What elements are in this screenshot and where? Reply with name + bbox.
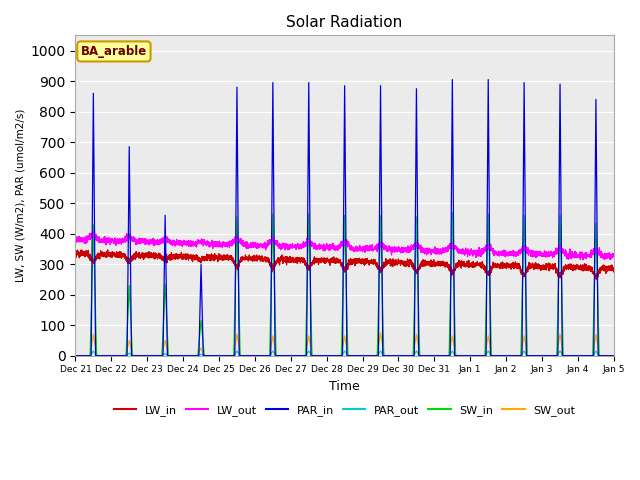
- SW_in: [496, 353, 504, 359]
- PAR_out: [168, 353, 176, 359]
- SW_out: [609, 353, 617, 359]
- PAR_in: [435, 353, 443, 359]
- Line: PAR_in: PAR_in: [76, 80, 614, 356]
- LW_out: [496, 249, 504, 255]
- LW_out: [609, 251, 617, 256]
- PAR_in: [610, 353, 618, 359]
- LW_out: [579, 257, 587, 263]
- SW_in: [465, 353, 473, 359]
- SW_in: [435, 353, 443, 359]
- LW_in: [72, 252, 79, 258]
- SW_out: [496, 353, 504, 359]
- LW_out: [610, 252, 618, 258]
- PAR_in: [324, 353, 332, 359]
- LW_out: [465, 248, 473, 254]
- PAR_out: [436, 353, 444, 359]
- SW_out: [610, 353, 618, 359]
- SW_in: [324, 353, 332, 359]
- LW_in: [496, 266, 504, 272]
- PAR_in: [168, 353, 176, 359]
- PAR_out: [496, 353, 504, 359]
- PAR_in: [465, 353, 473, 359]
- SW_out: [324, 353, 332, 359]
- PAR_out: [610, 353, 618, 359]
- PAR_out: [324, 353, 332, 359]
- Title: Solar Radiation: Solar Radiation: [287, 15, 403, 30]
- Line: SW_out: SW_out: [76, 333, 614, 356]
- SW_out: [72, 353, 79, 359]
- PAR_in: [72, 353, 79, 359]
- LW_in: [465, 263, 473, 268]
- SW_in: [609, 353, 617, 359]
- PAR_out: [465, 353, 473, 359]
- LW_out: [72, 239, 79, 244]
- LW_in: [436, 260, 444, 266]
- Line: SW_in: SW_in: [76, 212, 614, 356]
- LW_in: [168, 253, 176, 259]
- Line: LW_out: LW_out: [76, 231, 614, 260]
- PAR_out: [90, 348, 97, 354]
- LW_in: [610, 266, 618, 272]
- SW_out: [465, 353, 473, 359]
- LW_out: [168, 241, 176, 247]
- LW_out: [324, 242, 332, 248]
- PAR_out: [609, 353, 617, 359]
- LW_in: [324, 257, 332, 263]
- PAR_out: [72, 353, 79, 359]
- X-axis label: Time: Time: [329, 380, 360, 393]
- SW_out: [377, 330, 385, 336]
- PAR_in: [496, 353, 504, 359]
- Line: LW_in: LW_in: [76, 250, 614, 279]
- LW_in: [593, 276, 600, 282]
- SW_in: [72, 353, 79, 359]
- LW_out: [90, 228, 97, 234]
- Y-axis label: LW, SW (W/m2), PAR (umol/m2/s): LW, SW (W/m2), PAR (umol/m2/s): [15, 109, 25, 282]
- Line: PAR_out: PAR_out: [76, 351, 614, 356]
- SW_out: [436, 353, 444, 359]
- LW_out: [436, 247, 444, 252]
- Text: BA_arable: BA_arable: [81, 45, 147, 58]
- LW_in: [104, 247, 111, 253]
- SW_in: [449, 209, 456, 215]
- PAR_in: [449, 77, 456, 83]
- SW_out: [168, 353, 176, 359]
- Legend: LW_in, LW_out, PAR_in, PAR_out, SW_in, SW_out: LW_in, LW_out, PAR_in, PAR_out, SW_in, S…: [109, 401, 580, 420]
- SW_in: [168, 353, 176, 359]
- PAR_in: [609, 353, 617, 359]
- SW_in: [610, 353, 618, 359]
- LW_in: [609, 268, 617, 274]
